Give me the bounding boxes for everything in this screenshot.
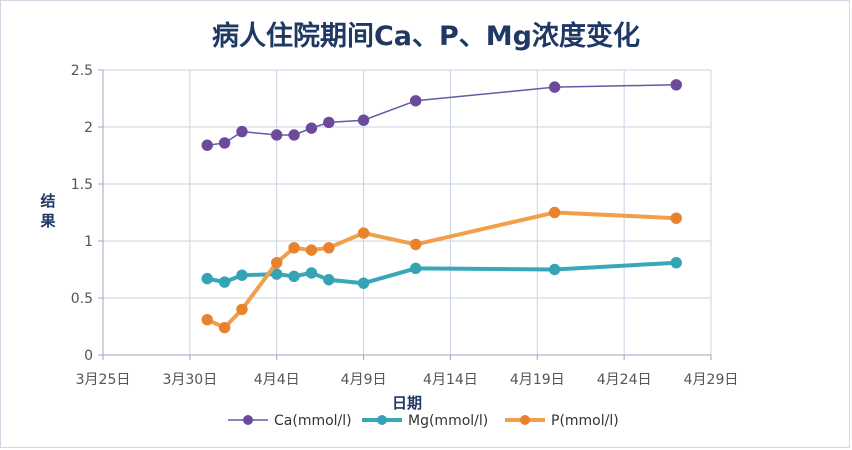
data-point-p	[548, 206, 561, 219]
x-tick-label: 4月4日	[254, 372, 300, 388]
x-tick-label: 4月9日	[341, 372, 387, 388]
data-point-mg	[271, 268, 283, 280]
data-point-p	[670, 212, 682, 224]
legend-marker-p	[520, 415, 530, 425]
x-tick-label: 4月14日	[423, 372, 478, 388]
legend-label-mg: Mg(mmol/l)	[408, 413, 488, 429]
series-group	[201, 79, 682, 334]
data-point-ca	[323, 116, 335, 129]
axes	[98, 69, 712, 360]
data-point-ca	[357, 114, 370, 126]
legend-marker-ca	[243, 415, 253, 425]
data-point-mg	[288, 270, 300, 283]
series-ca	[201, 79, 682, 151]
y-tick-label: 2	[84, 120, 93, 136]
x-tick-label: 4月19日	[510, 372, 565, 388]
x-tick-label: 4月29日	[684, 372, 739, 388]
y-tick-label: 0.5	[71, 291, 93, 307]
legend: Ca(mmol/l) Mg(mmol/l) P(mmol/l)	[228, 413, 619, 429]
y-axis-title: 结果	[39, 192, 56, 230]
y-tick-label: 2.5	[71, 63, 93, 79]
data-point-p	[201, 313, 213, 326]
x-tick-label: 3月30日	[162, 372, 217, 388]
legend-label-p: P(mmol/l)	[551, 413, 619, 429]
data-point-ca	[670, 79, 682, 91]
data-point-p	[409, 238, 422, 251]
data-point-mg	[218, 276, 231, 288]
series-p	[201, 206, 682, 334]
data-point-mg	[357, 277, 370, 289]
data-point-p	[357, 227, 370, 239]
data-point-mg	[548, 263, 561, 276]
data-point-mg	[201, 272, 213, 285]
y-tick-label: 1	[84, 234, 93, 250]
data-point-p	[305, 244, 318, 256]
data-point-mg	[409, 262, 422, 275]
data-point-mg	[236, 269, 248, 281]
legend-item-ca: Ca(mmol/l)	[228, 413, 352, 429]
legend-item-mg: Mg(mmol/l)	[362, 413, 488, 429]
x-axis-title: 日期	[392, 394, 422, 412]
data-point-ca	[218, 137, 231, 149]
chart-title: 病人住院期间Ca、P、Mg浓度变化	[211, 21, 641, 52]
data-point-ca	[305, 122, 318, 134]
y-tick-label: 0	[84, 348, 93, 364]
y-tick-label: 1.5	[71, 177, 93, 193]
legend-label-ca: Ca(mmol/l)	[274, 413, 352, 429]
data-point-mg	[305, 267, 318, 279]
data-point-mg	[670, 256, 682, 269]
data-point-p	[236, 303, 248, 316]
data-point-ca	[548, 81, 561, 93]
y-tick-labels: 0 0.5 1 1.5 2 2.5	[71, 63, 93, 364]
x-tick-labels: 3月25日 3月30日 4月4日 4月9日 4月14日 4月19日 4月24日 4月29日	[76, 372, 739, 388]
x-tick-label: 3月25日	[76, 372, 131, 388]
data-point-p	[271, 256, 283, 269]
grid	[103, 69, 712, 355]
data-point-p	[288, 242, 300, 254]
x-tick-label: 4月24日	[597, 372, 652, 388]
data-point-p	[323, 242, 335, 254]
data-point-ca	[201, 139, 213, 151]
legend-item-p: P(mmol/l)	[505, 413, 619, 429]
data-point-ca	[288, 129, 300, 141]
data-point-p	[218, 321, 231, 334]
legend-marker-mg	[377, 415, 387, 425]
data-point-mg	[323, 274, 335, 286]
data-point-ca	[271, 129, 283, 141]
data-point-ca	[409, 95, 422, 107]
series-mg	[201, 256, 682, 289]
data-point-ca	[236, 125, 248, 138]
